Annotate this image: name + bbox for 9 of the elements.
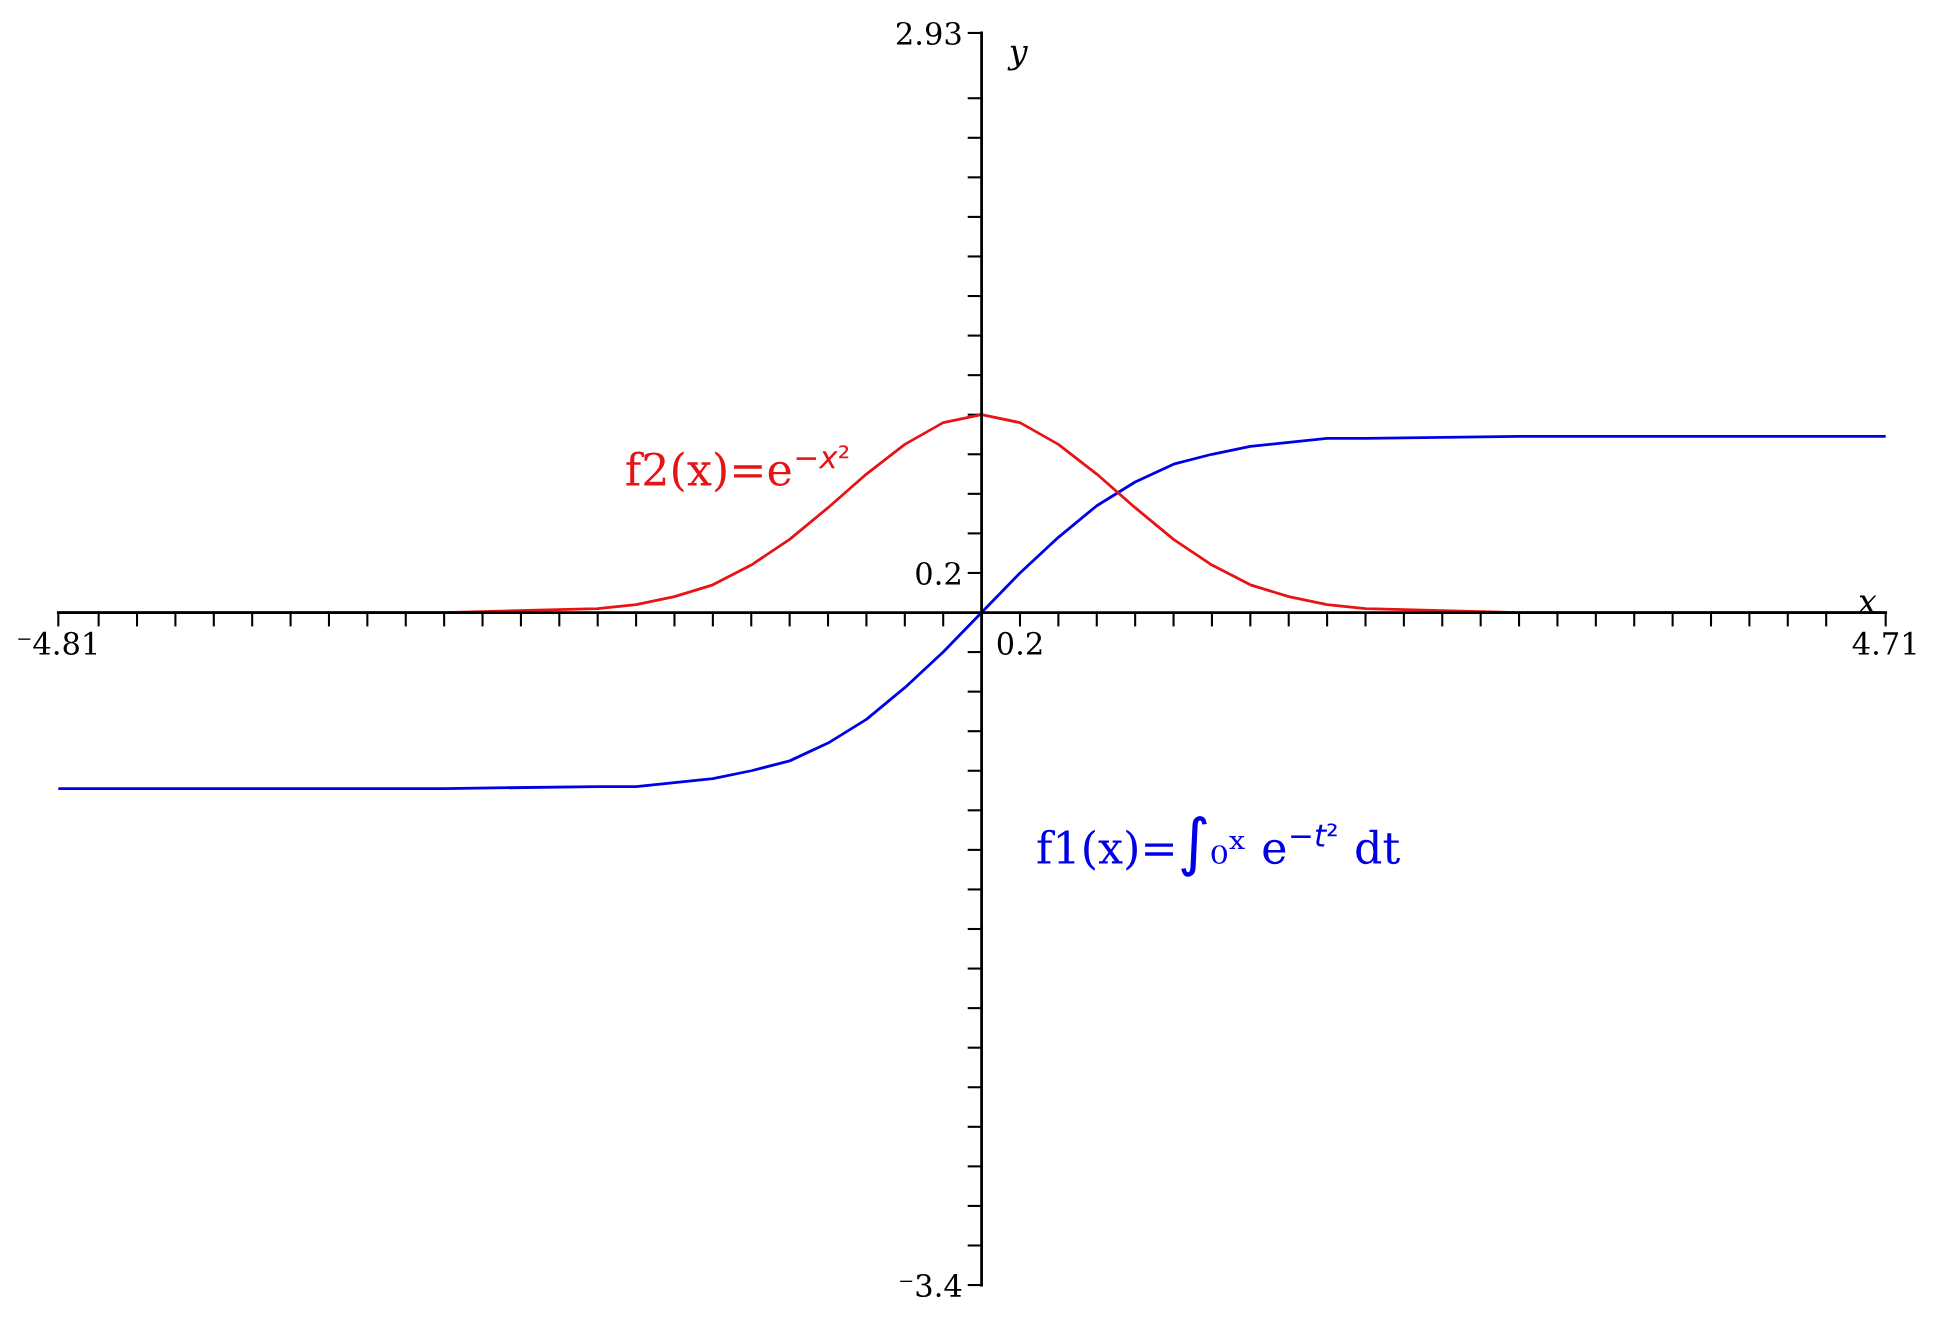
y-axis-title: y [1007, 45, 1028, 71]
y-tick-label: ⁻3.4 [900, 1273, 962, 1298]
x-tick-label: 0.2 [997, 631, 1042, 655]
y-tick-label: 0.2 [916, 561, 960, 585]
y-tick-label: 2.93 [896, 21, 961, 45]
annotation: f2(x)=e$^{−x²}$ [626, 445, 849, 493]
annotation: f1(x)=∫₀ˣ e$^{−t²}$ dt [1037, 815, 1400, 877]
x-tick-label: 4.71 [1852, 631, 1916, 655]
x-tick-label: ⁻4.81 [18, 631, 97, 655]
